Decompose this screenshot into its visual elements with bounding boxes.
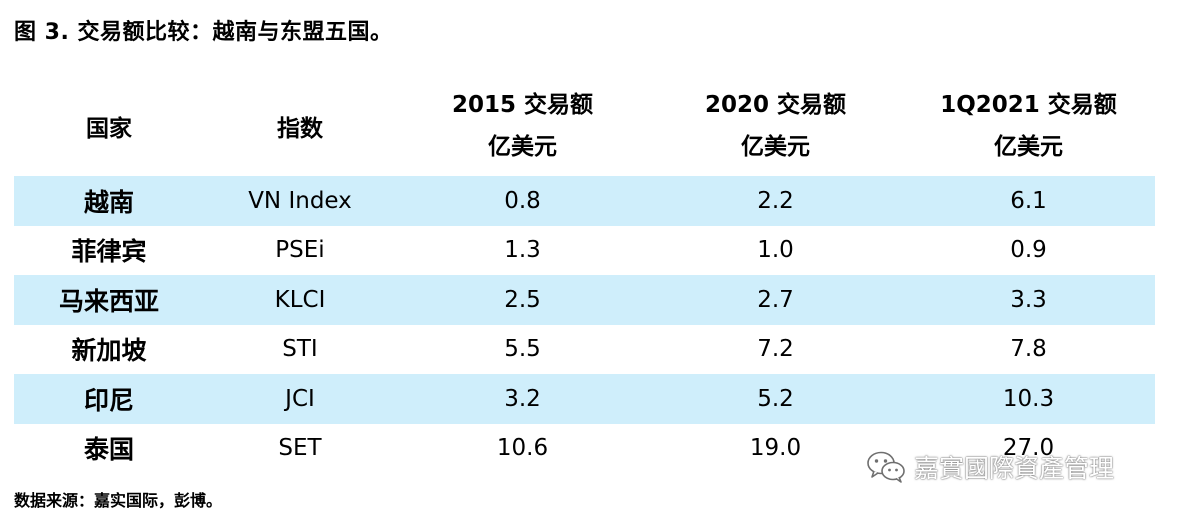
figure-title: 图 3. 交易额比较：越南与东盟五国。 (14, 20, 393, 45)
header-index: 指数 (277, 116, 323, 142)
index-cell: STI (282, 336, 318, 363)
value-2020-cell: 7.2 (757, 336, 794, 363)
source-footnote: 数据来源：嘉实国际，彭博。 (14, 491, 223, 510)
header-1q2021-label: 1Q2021 交易额 (940, 92, 1117, 118)
index-cell: JCI (285, 385, 315, 412)
header-country: 国家 (86, 116, 132, 142)
header-2020: 2020 交易额 亿美元 (649, 84, 902, 168)
value-1q2021-cell: 10.3 (1002, 385, 1055, 412)
value-1q2021-cell: 7.8 (1010, 336, 1047, 363)
value-2015-cell: 5.5 (504, 336, 541, 363)
index-cell: PSEi (275, 237, 325, 264)
index-cell: VN Index (248, 187, 352, 214)
value-1q2021-cell: 27.0 (1002, 435, 1055, 462)
country-cell: 新加坡 (71, 336, 147, 366)
header-2015: 2015 交易额 亿美元 (396, 84, 649, 168)
header-2015-unit: 亿美元 (488, 134, 557, 160)
country-cell: 菲律宾 (71, 237, 147, 267)
watermark-text: 嘉實國際資產管理 (914, 454, 1115, 483)
table-row: 泰国 SET 10.6 19.0 27.0 (14, 424, 1155, 474)
value-2020-cell: 2.2 (757, 187, 794, 214)
table-header-row: 国家 指数 2015 交易额 亿美元 2020 交易额 亿美元 1Q2021 交… (14, 76, 1155, 176)
table-row: 菲律宾 PSEi 1.3 1.0 0.9 (14, 226, 1155, 276)
header-2020-unit: 亿美元 (741, 134, 810, 160)
value-1q2021-cell: 3.3 (1010, 286, 1047, 313)
country-cell: 马来西亚 (58, 286, 159, 316)
index-cell: KLCI (274, 286, 326, 313)
header-1q2021-unit: 亿美元 (994, 134, 1063, 160)
value-2020-cell: 5.2 (757, 385, 794, 412)
value-2020-cell: 1.0 (757, 237, 794, 264)
country-cell: 泰国 (83, 435, 134, 465)
header-2020-label: 2020 交易额 (704, 92, 847, 118)
value-1q2021-cell: 6.1 (1010, 187, 1047, 214)
value-2015-cell: 1.3 (504, 237, 541, 264)
country-cell: 印尼 (83, 385, 134, 415)
value-1q2021-cell: 0.9 (1010, 237, 1047, 264)
wechat-icon (867, 451, 905, 483)
table-row: 马来西亚 KLCI 2.5 2.7 3.3 (14, 275, 1155, 325)
value-2015-cell: 0.8 (504, 187, 541, 214)
index-cell: SET (278, 435, 322, 462)
value-2015-cell: 10.6 (496, 435, 549, 462)
country-cell: 越南 (83, 187, 134, 217)
table-row: 新加坡 STI 5.5 7.2 7.8 (14, 325, 1155, 375)
watermark: 嘉實國際資產管理 (866, 449, 1114, 485)
value-2020-cell: 19.0 (749, 435, 802, 462)
table-row: 印尼 JCI 3.2 5.2 10.3 (14, 374, 1155, 424)
value-2020-cell: 2.7 (757, 286, 794, 313)
header-1q2021: 1Q2021 交易额 亿美元 (902, 84, 1155, 168)
table-row: 越南 VN Index 0.8 2.2 6.1 (14, 176, 1155, 226)
header-2015-label: 2015 交易额 (451, 92, 594, 118)
comparison-table: 国家 指数 2015 交易额 亿美元 2020 交易额 亿美元 1Q2021 交… (14, 76, 1155, 473)
value-2015-cell: 3.2 (504, 385, 541, 412)
value-2015-cell: 2.5 (504, 286, 541, 313)
